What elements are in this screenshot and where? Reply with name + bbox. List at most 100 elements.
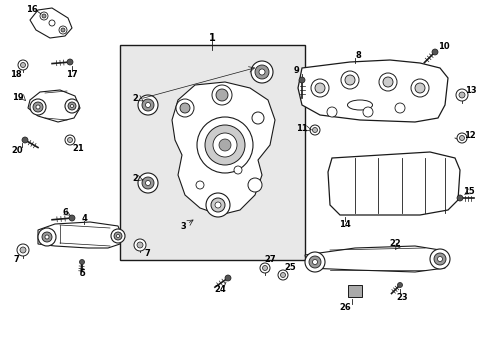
Text: 26: 26 [339, 303, 350, 312]
Circle shape [260, 263, 269, 273]
Circle shape [142, 99, 154, 111]
Circle shape [40, 12, 48, 20]
Text: 9: 9 [292, 66, 298, 75]
Text: 1: 1 [208, 33, 215, 43]
Bar [120, 45, 305, 260]
Circle shape [437, 256, 442, 261]
Text: 5: 5 [79, 269, 85, 278]
Text: 4: 4 [81, 213, 87, 222]
Circle shape [278, 270, 287, 280]
Circle shape [382, 77, 392, 87]
Circle shape [138, 95, 158, 115]
Circle shape [234, 166, 242, 174]
Text: 2: 2 [132, 174, 138, 183]
Circle shape [20, 63, 25, 68]
Circle shape [312, 127, 317, 132]
Circle shape [250, 61, 272, 83]
Circle shape [70, 104, 73, 108]
Polygon shape [172, 82, 274, 215]
Circle shape [326, 107, 336, 117]
Text: 22: 22 [388, 239, 400, 248]
Circle shape [345, 75, 354, 85]
Circle shape [456, 195, 462, 201]
Circle shape [17, 244, 29, 256]
Circle shape [114, 232, 122, 240]
Polygon shape [347, 285, 361, 297]
Text: 7: 7 [144, 248, 149, 257]
Text: 6: 6 [62, 207, 68, 216]
Circle shape [137, 242, 142, 248]
Circle shape [414, 83, 424, 93]
Circle shape [431, 49, 437, 55]
Text: 27: 27 [264, 256, 275, 265]
Circle shape [310, 79, 328, 97]
Text: 13: 13 [464, 86, 476, 95]
Circle shape [145, 180, 150, 185]
Text: 7: 7 [13, 256, 19, 265]
Circle shape [305, 252, 325, 272]
Circle shape [22, 137, 28, 143]
Text: 16: 16 [26, 5, 38, 14]
Circle shape [455, 89, 467, 101]
Circle shape [36, 105, 40, 109]
Text: 3: 3 [180, 221, 185, 230]
Circle shape [312, 260, 317, 265]
Circle shape [262, 266, 267, 270]
Circle shape [224, 275, 230, 281]
Circle shape [429, 249, 449, 269]
Circle shape [116, 234, 119, 238]
Circle shape [61, 28, 65, 32]
Circle shape [216, 89, 227, 101]
Circle shape [215, 202, 221, 208]
Text: 10: 10 [437, 41, 449, 50]
Polygon shape [30, 8, 72, 38]
Text: 20: 20 [11, 145, 23, 154]
Circle shape [298, 77, 305, 83]
Text: 14: 14 [339, 220, 350, 229]
Circle shape [212, 85, 231, 105]
Circle shape [49, 20, 55, 26]
Circle shape [67, 138, 72, 143]
Circle shape [433, 253, 445, 265]
Text: 18: 18 [10, 69, 22, 78]
Circle shape [205, 193, 229, 217]
Circle shape [280, 273, 285, 278]
Circle shape [134, 239, 146, 251]
Circle shape [456, 133, 466, 143]
Circle shape [33, 102, 43, 112]
Circle shape [247, 178, 262, 192]
Circle shape [67, 59, 73, 65]
Text: 23: 23 [395, 292, 407, 302]
Text: 25: 25 [284, 262, 295, 271]
Polygon shape [327, 152, 459, 215]
Circle shape [259, 69, 264, 75]
Circle shape [138, 173, 158, 193]
Circle shape [254, 65, 268, 79]
Circle shape [394, 103, 404, 113]
Circle shape [362, 107, 372, 117]
Text: 11: 11 [296, 123, 307, 132]
Text: 8: 8 [354, 50, 360, 59]
Circle shape [65, 135, 75, 145]
Circle shape [30, 99, 46, 115]
Circle shape [204, 125, 244, 165]
Polygon shape [297, 60, 447, 122]
Circle shape [314, 83, 325, 93]
Polygon shape [38, 222, 122, 248]
Circle shape [38, 228, 56, 246]
Circle shape [59, 26, 67, 34]
Circle shape [397, 283, 402, 288]
Circle shape [142, 177, 154, 189]
Polygon shape [305, 246, 447, 272]
Text: 12: 12 [463, 131, 475, 140]
Circle shape [219, 139, 230, 151]
Circle shape [80, 260, 84, 265]
Circle shape [42, 232, 52, 242]
Circle shape [68, 102, 76, 110]
Circle shape [18, 60, 28, 70]
Circle shape [378, 73, 396, 91]
Circle shape [251, 112, 264, 124]
Circle shape [197, 117, 252, 173]
Text: 2: 2 [132, 94, 138, 103]
Circle shape [309, 125, 319, 135]
